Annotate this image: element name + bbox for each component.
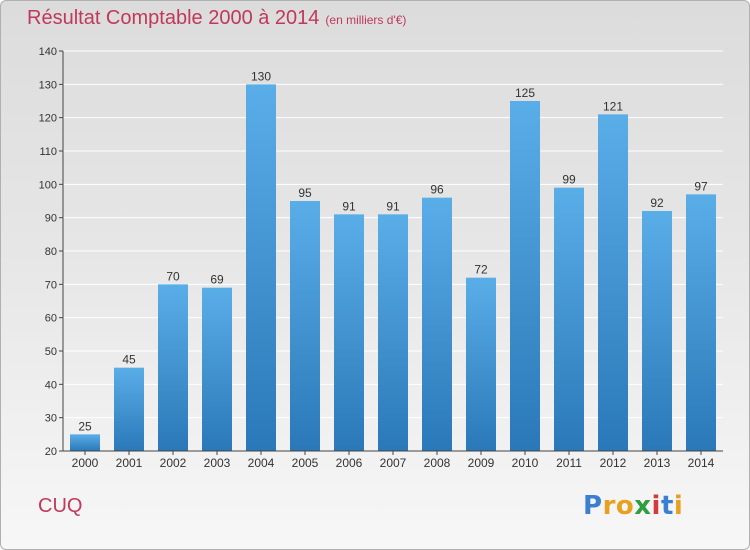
y-tick-label: 60 bbox=[45, 313, 57, 325]
bar-2008 bbox=[422, 197, 452, 451]
x-tick-label: 2012 bbox=[600, 456, 627, 470]
x-tick-label: 2011 bbox=[556, 456, 582, 470]
logo-letter: o bbox=[615, 491, 635, 521]
bar-2009 bbox=[466, 277, 496, 451]
bar-value-label: 99 bbox=[562, 173, 576, 187]
y-tick-label: 100 bbox=[39, 179, 57, 191]
bar-value-label: 125 bbox=[515, 86, 535, 100]
y-tick-label: 80 bbox=[45, 246, 57, 258]
bar-2006 bbox=[334, 214, 364, 451]
x-tick-label: 2013 bbox=[644, 456, 671, 470]
bar-value-label: 96 bbox=[430, 183, 444, 197]
bar-2010 bbox=[510, 101, 540, 451]
y-tick-label: 30 bbox=[45, 413, 57, 425]
y-tick-label: 50 bbox=[45, 346, 57, 358]
x-tick-label: 2014 bbox=[688, 456, 715, 470]
y-tick-label: 140 bbox=[39, 46, 57, 58]
logo-letter: t bbox=[660, 491, 674, 521]
bar-value-label: 130 bbox=[251, 69, 271, 83]
logo-letter: i bbox=[673, 491, 684, 521]
bar-2011 bbox=[554, 187, 584, 451]
bar-value-label: 97 bbox=[694, 179, 708, 193]
bar-2004 bbox=[246, 84, 276, 451]
x-tick-label: 2006 bbox=[336, 456, 363, 470]
x-tick-label: 2005 bbox=[292, 456, 319, 470]
x-tick-label: 2000 bbox=[72, 456, 99, 470]
bar-value-label: 91 bbox=[386, 199, 400, 213]
bar-2001 bbox=[114, 367, 144, 451]
bar-value-label: 91 bbox=[342, 199, 356, 213]
bar-2005 bbox=[290, 201, 320, 451]
axes: 20 30 40 50 60 70 80 90 100 110 120 130 140 2000 2001 2… bbox=[39, 46, 723, 470]
bars bbox=[70, 84, 716, 452]
y-tick-label: 70 bbox=[45, 279, 57, 291]
chart-title: Résultat Comptable 2000 à 2014 (en millie… bbox=[27, 7, 406, 30]
bar-2003 bbox=[202, 287, 232, 451]
x-tick-label: 2003 bbox=[204, 456, 231, 470]
data-labels: 25 45 70 69 130 95 91 91 96 72 125 99 121 92 97 bbox=[78, 69, 708, 433]
bar-value-label: 69 bbox=[210, 273, 224, 287]
y-tick-label: 90 bbox=[45, 213, 57, 225]
bar-value-label: 121 bbox=[603, 99, 623, 113]
x-tick-label: 2009 bbox=[468, 456, 495, 470]
x-tick-label: 2010 bbox=[512, 456, 539, 470]
y-tick-label: 40 bbox=[45, 379, 57, 391]
bar-2014 bbox=[686, 194, 716, 452]
logo-letter: i bbox=[651, 491, 661, 521]
x-tick-label: 2008 bbox=[424, 456, 451, 470]
y-tick-label: 20 bbox=[45, 446, 57, 458]
bar-2013 bbox=[642, 211, 672, 451]
commune-name: CUQ bbox=[38, 495, 83, 517]
bar-2000 bbox=[70, 434, 100, 451]
bar-2012 bbox=[598, 114, 628, 451]
x-tick-label: 2004 bbox=[248, 456, 275, 470]
bar-value-label: 92 bbox=[650, 196, 664, 210]
chart-subtitle: (en milliers d'€) bbox=[325, 13, 407, 27]
y-tick-label: 130 bbox=[39, 79, 57, 91]
bar-2002 bbox=[158, 284, 188, 451]
bar-2007 bbox=[378, 214, 408, 451]
bar-value-label: 25 bbox=[78, 419, 92, 433]
logo-letter: x bbox=[634, 491, 652, 521]
y-tick-label: 120 bbox=[39, 113, 57, 125]
x-tick-label: 2002 bbox=[160, 456, 187, 470]
logo-letter: r bbox=[602, 491, 616, 521]
logo-letter: P bbox=[583, 491, 603, 521]
bar-value-label: 72 bbox=[474, 263, 488, 277]
x-tick-label: 2001 bbox=[116, 456, 143, 470]
chart-title-text: Résultat Comptable 2000 à 2014 bbox=[27, 7, 320, 29]
proxiti-logo: Proxiti bbox=[583, 491, 683, 521]
bar-value-label: 95 bbox=[298, 186, 312, 200]
bar-value-label: 45 bbox=[122, 353, 136, 367]
x-tick-label: 2007 bbox=[380, 456, 407, 470]
bar-value-label: 70 bbox=[166, 269, 180, 283]
y-tick-label: 110 bbox=[39, 146, 57, 158]
